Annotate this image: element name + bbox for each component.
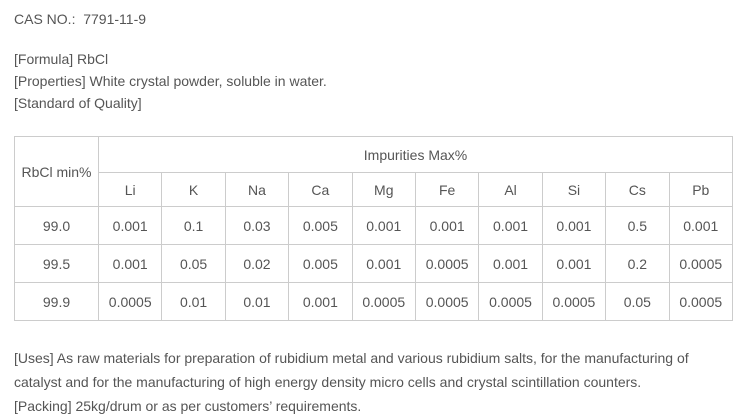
standard-of-quality-line: [Standard of Quality] xyxy=(14,95,142,111)
value-cell: 0.001 xyxy=(97,244,163,283)
value-cell: 0.001 xyxy=(288,282,353,321)
value-cell: 0.01 xyxy=(161,282,226,321)
value-cell: 0.001 xyxy=(351,206,416,245)
element-header-fe: Fe xyxy=(414,172,480,207)
value-cell: 0.001 xyxy=(351,244,416,283)
value-cell: 0.0005 xyxy=(668,244,734,283)
quality-standard-table: RbCl min% Impurities Max% Li K Na Ca Mg … xyxy=(14,136,734,321)
value-cell: 0.0005 xyxy=(414,244,480,283)
table-row-99-5: 99.5 0.001 0.05 0.02 0.005 0.001 0.0005 … xyxy=(14,244,734,283)
value-cell: 0.001 xyxy=(478,206,543,245)
value-cell: 0.001 xyxy=(97,206,163,245)
value-cell: 0.2 xyxy=(605,244,670,283)
purity-cell: 99.9 xyxy=(14,282,99,321)
usage-info-block: [Uses] As raw materials for preparation … xyxy=(14,346,720,418)
impurities-max-header-cell: Impurities Max% xyxy=(98,136,733,173)
element-header-row: Li K Na Ca Mg Fe Al Si Cs Pb xyxy=(15,172,734,207)
impurities-header-row: RbCl min% Impurities Max% xyxy=(14,136,733,207)
formula-line: [Formula] RbCl xyxy=(14,51,109,67)
element-header-cs: Cs xyxy=(605,172,670,207)
table-row-99-9: 99.9 0.0005 0.01 0.01 0.001 0.0005 0.000… xyxy=(14,282,734,321)
value-cell: 0.05 xyxy=(605,282,670,321)
cas-number-line: CAS NO.: 7791-11-9 xyxy=(14,11,147,27)
element-header-mg: Mg xyxy=(351,172,416,207)
value-cell: 0.001 xyxy=(414,206,480,245)
properties-line: [Properties] White crystal powder, solub… xyxy=(14,73,327,89)
value-cell: 0.0005 xyxy=(541,282,607,321)
value-cell: 0.01 xyxy=(224,282,290,321)
value-cell: 0.03 xyxy=(224,206,290,245)
element-header-li: Li xyxy=(97,172,163,207)
value-cell: 0.05 xyxy=(161,244,226,283)
value-cell: 0.0005 xyxy=(668,282,734,321)
value-cell: 0.0005 xyxy=(97,282,163,321)
element-header-si: Si xyxy=(541,172,607,207)
value-cell: 0.005 xyxy=(288,244,353,283)
element-header-k: K xyxy=(161,172,226,207)
value-cell: 0.02 xyxy=(224,244,290,283)
purity-cell: 99.0 xyxy=(14,206,99,245)
element-header-al: Al xyxy=(478,172,543,207)
value-cell: 0.0005 xyxy=(478,282,543,321)
value-cell: 0.0005 xyxy=(351,282,416,321)
purity-cell: 99.5 xyxy=(14,244,99,283)
uses-line: [Uses] As raw materials for preparation … xyxy=(14,350,689,390)
value-cell: 0.0005 xyxy=(414,282,480,321)
value-cell: 0.001 xyxy=(668,206,734,245)
value-cell: 0.005 xyxy=(288,206,353,245)
product-info-block: [Formula] RbCl [Properties] White crysta… xyxy=(14,48,733,114)
element-header-pb: Pb xyxy=(668,172,734,207)
element-header-na: Na xyxy=(224,172,290,207)
value-cell: 0.001 xyxy=(541,206,607,245)
value-cell: 0.1 xyxy=(161,206,226,245)
value-cell: 0.001 xyxy=(478,244,543,283)
value-cell: 0.001 xyxy=(541,244,607,283)
packing-line: [Packing] 25kg/drum or as per customers’… xyxy=(14,398,362,414)
value-cell: 0.5 xyxy=(605,206,670,245)
table-row-99-0: 99.0 0.001 0.1 0.03 0.005 0.001 0.001 0.… xyxy=(14,206,734,245)
rbcl-min-header-cell: RbCl min% xyxy=(14,136,99,207)
element-header-ca: Ca xyxy=(288,172,353,207)
